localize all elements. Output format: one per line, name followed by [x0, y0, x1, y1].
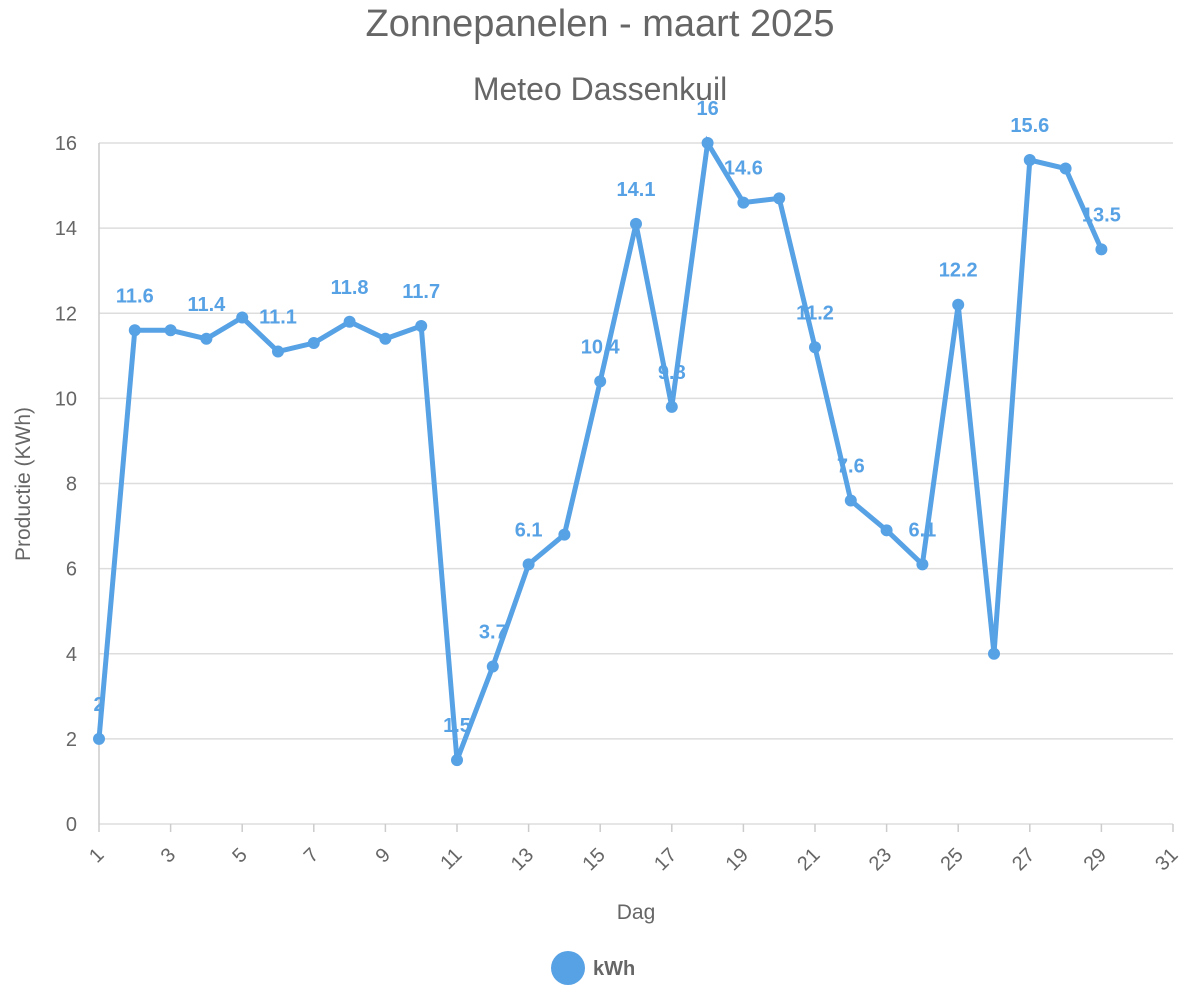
y-tick-label: 14	[55, 218, 77, 240]
y-axis-title: Productie (KWh)	[12, 407, 35, 561]
data-label: 12.2	[939, 260, 978, 282]
y-tick-label: 2	[66, 729, 77, 751]
data-point	[522, 558, 535, 571]
data-label: 9.8	[658, 362, 686, 384]
data-point	[809, 341, 821, 354]
data-point	[844, 494, 857, 507]
x-tick-label: 13	[507, 844, 538, 875]
data-point	[1095, 243, 1108, 256]
x-tick-label: 19	[722, 844, 753, 875]
data-label: 11.4	[187, 294, 226, 316]
series-line	[96, 135, 1104, 762]
data-point	[630, 217, 642, 230]
data-point	[952, 298, 965, 311]
data-point	[880, 524, 893, 537]
x-tick-label: 3	[157, 844, 180, 867]
data-point	[773, 192, 786, 205]
y-tick-label: 4	[66, 644, 77, 666]
data-point	[379, 332, 392, 345]
data-point	[451, 754, 463, 767]
data-point	[307, 337, 320, 350]
y-tick-label: 16	[55, 133, 77, 155]
data-point	[236, 311, 249, 324]
data-label: 16	[696, 98, 718, 120]
data-point	[701, 137, 714, 149]
data-point	[272, 345, 284, 358]
data-label: 6.1	[515, 519, 543, 541]
data-point	[200, 332, 213, 345]
data-point	[558, 528, 571, 541]
x-tick-label: 25	[936, 844, 967, 875]
data-point	[916, 558, 929, 571]
data-label: 7.6	[837, 456, 865, 478]
data-point	[128, 324, 141, 337]
x-tick-label: 7	[300, 844, 323, 867]
data-point	[1023, 154, 1036, 167]
legend-label: kWh	[593, 958, 635, 980]
y-tick-label: 12	[55, 303, 77, 325]
x-tick-label: 23	[865, 844, 896, 875]
chart-title: Zonnepanelen - maart 2025	[366, 3, 835, 45]
legend-marker	[551, 951, 585, 985]
y-tick-label: 6	[66, 559, 77, 581]
x-tick-label: 29	[1080, 844, 1111, 875]
data-label: 11.1	[259, 307, 297, 329]
data-label: 1.5	[443, 715, 471, 737]
data-label: 15.6	[1010, 115, 1049, 137]
data-point	[988, 647, 1000, 660]
data-label: 6.1	[908, 519, 936, 541]
data-point	[737, 196, 750, 209]
x-tick-label: 1	[85, 844, 108, 867]
x-tick-label: 15	[578, 844, 609, 875]
x-tick-label: 27	[1008, 844, 1039, 875]
data-label: 11.2	[796, 302, 834, 324]
data-point	[594, 375, 607, 388]
data-point	[415, 320, 428, 333]
x-tick-label: 21	[793, 844, 824, 875]
data-label: 13.5	[1082, 204, 1121, 226]
x-tick-label: 17	[650, 844, 681, 875]
data-label: 11.6	[116, 285, 154, 307]
y-tick-label: 0	[66, 814, 77, 836]
data-point	[665, 400, 678, 413]
x-tick-label: 9	[372, 844, 395, 867]
data-label: 14.6	[724, 158, 763, 180]
x-tick-label: 31	[1151, 844, 1182, 875]
data-point	[1059, 162, 1072, 175]
data-label: 14.1	[617, 179, 656, 201]
data-point	[93, 732, 105, 745]
x-tick-label: 5	[228, 844, 251, 867]
data-point	[164, 324, 177, 337]
data-label: 3.7	[479, 622, 507, 644]
x-axis-title: Dag	[617, 901, 656, 924]
data-point	[486, 660, 499, 673]
y-tick-label: 8	[66, 474, 77, 496]
data-point	[343, 315, 356, 328]
data-label: 11.8	[331, 277, 369, 299]
data-label: 10.4	[581, 336, 621, 358]
chart-subtitle: Meteo Dassenkuil	[473, 71, 727, 107]
data-label: 11.7	[402, 281, 440, 303]
x-tick-label: 11	[436, 844, 466, 874]
y-tick-label: 10	[55, 388, 77, 410]
data-label: 2	[93, 694, 104, 716]
